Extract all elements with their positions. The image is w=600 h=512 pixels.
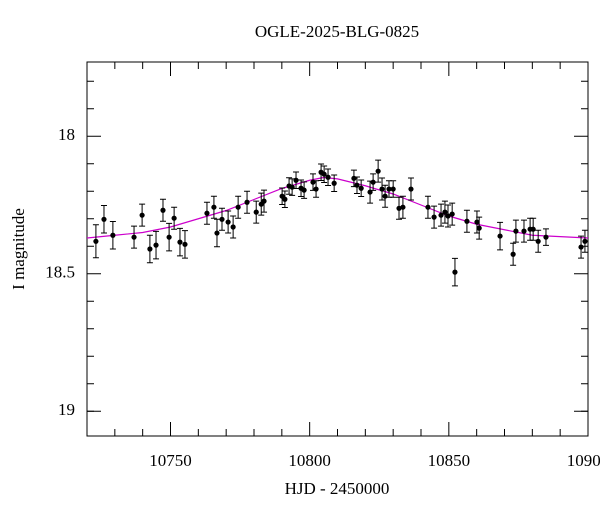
data-point [408, 186, 414, 192]
data-point [177, 239, 183, 245]
x-tick-label: 10850 [428, 451, 471, 470]
data-point [131, 234, 137, 240]
chart-title: OGLE-2025-BLG-0825 [255, 22, 419, 41]
data-point [244, 199, 250, 205]
y-tick-label: 18 [58, 125, 75, 144]
data-point [476, 225, 482, 231]
data-point [321, 171, 327, 177]
data-point [160, 207, 166, 213]
data-point [166, 234, 172, 240]
data-point [211, 204, 217, 210]
data-point [445, 213, 451, 219]
data-point [331, 180, 337, 186]
data-point [530, 226, 536, 232]
data-point [293, 177, 299, 183]
data-point [313, 186, 319, 192]
data-point [261, 198, 267, 204]
x-axis-label: HJD - 2450000 [285, 479, 390, 498]
data-point [379, 186, 385, 192]
data-point [390, 186, 396, 192]
x-tick-label: 10900 [567, 451, 600, 470]
x-tick-label: 10800 [288, 451, 331, 470]
data-point [219, 216, 225, 222]
data-point [153, 242, 159, 248]
data-point [225, 219, 231, 225]
data-point [139, 212, 145, 218]
data-point [147, 246, 153, 252]
data-point [358, 185, 364, 191]
data-point [282, 196, 288, 202]
data-point [578, 244, 584, 250]
data-point [431, 214, 437, 220]
data-point [535, 238, 541, 244]
data-point [510, 251, 516, 257]
data-point [375, 168, 381, 174]
data-point [474, 219, 480, 225]
data-point [449, 211, 455, 217]
data-point [521, 228, 527, 234]
data-point [354, 182, 360, 188]
model-curve [86, 176, 589, 239]
data-point [386, 186, 392, 192]
data-point [301, 187, 307, 193]
data-point [214, 230, 220, 236]
y-tick-label: 19 [58, 400, 75, 419]
y-tick-label: 18.5 [45, 263, 75, 282]
data-point [513, 228, 519, 234]
data-point [497, 233, 503, 239]
data-point [543, 234, 549, 240]
data-point [452, 269, 458, 275]
data-point [253, 209, 259, 215]
data-point [370, 179, 376, 185]
data-point [438, 212, 444, 218]
data-point [425, 204, 431, 210]
data-point [382, 193, 388, 199]
data-point [396, 205, 402, 211]
y-axis-label: I magnitude [9, 208, 28, 290]
data-point [230, 224, 236, 230]
data-point [110, 232, 116, 238]
data-point [464, 218, 470, 224]
data-point [325, 174, 331, 180]
data-point [93, 238, 99, 244]
x-tick-label: 10750 [149, 451, 192, 470]
data-point [204, 210, 210, 216]
data-point [235, 204, 241, 210]
data-point [171, 215, 177, 221]
data-point [582, 238, 588, 244]
data-point [442, 209, 448, 215]
data-point [101, 216, 107, 222]
data-point [400, 204, 406, 210]
data-point [182, 241, 188, 247]
